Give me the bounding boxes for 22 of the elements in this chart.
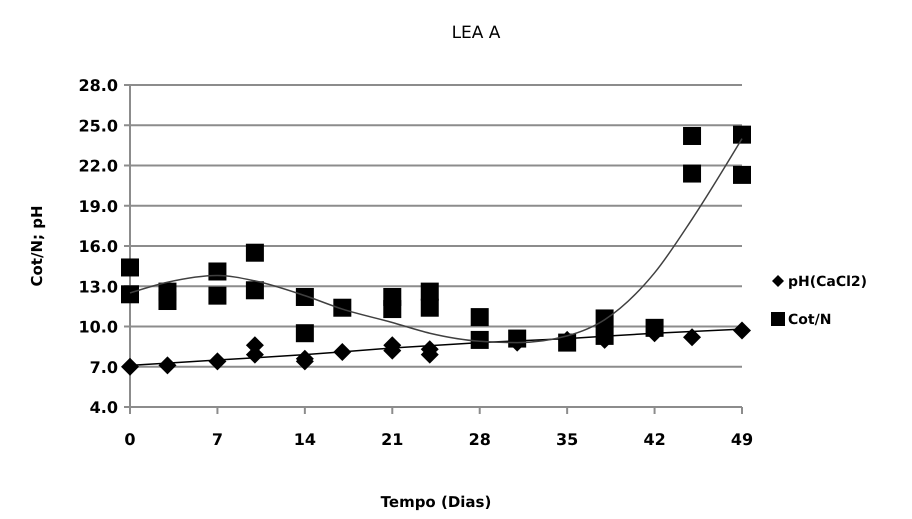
y-tick-label: 28.0 [78, 76, 118, 95]
y-tick-label: 4.0 [90, 398, 118, 417]
x-tick-label: 21 [381, 430, 404, 449]
legend-label: Cot/N [788, 312, 832, 328]
y-axis-title: Cot/N; pH [28, 205, 46, 287]
x-tick-label: 14 [294, 430, 316, 449]
y-tick-label: 16.0 [78, 237, 118, 256]
legend-label: pH(CaCl2) [788, 274, 868, 290]
chart-title: LEA A [452, 23, 501, 43]
y-tick-label: 7.0 [90, 358, 118, 377]
x-tick-label: 0 [124, 430, 136, 449]
x-tick-label: 35 [556, 430, 578, 449]
y-tick-label: 22.0 [78, 156, 118, 176]
x-tick-label: 49 [730, 430, 754, 449]
x-tick-label: 42 [643, 430, 666, 449]
y-tick-label: 19.0 [78, 196, 118, 216]
x-tick-label: 28 [468, 430, 491, 449]
x-axis-title: Tempo (Dias) [380, 493, 492, 511]
x-tick-label: 7 [212, 430, 223, 449]
y-tick-label: 13.0 [78, 277, 118, 296]
y-tick-label: 10.0 [78, 318, 118, 336]
y-tick-label: 25.0 [78, 116, 118, 136]
